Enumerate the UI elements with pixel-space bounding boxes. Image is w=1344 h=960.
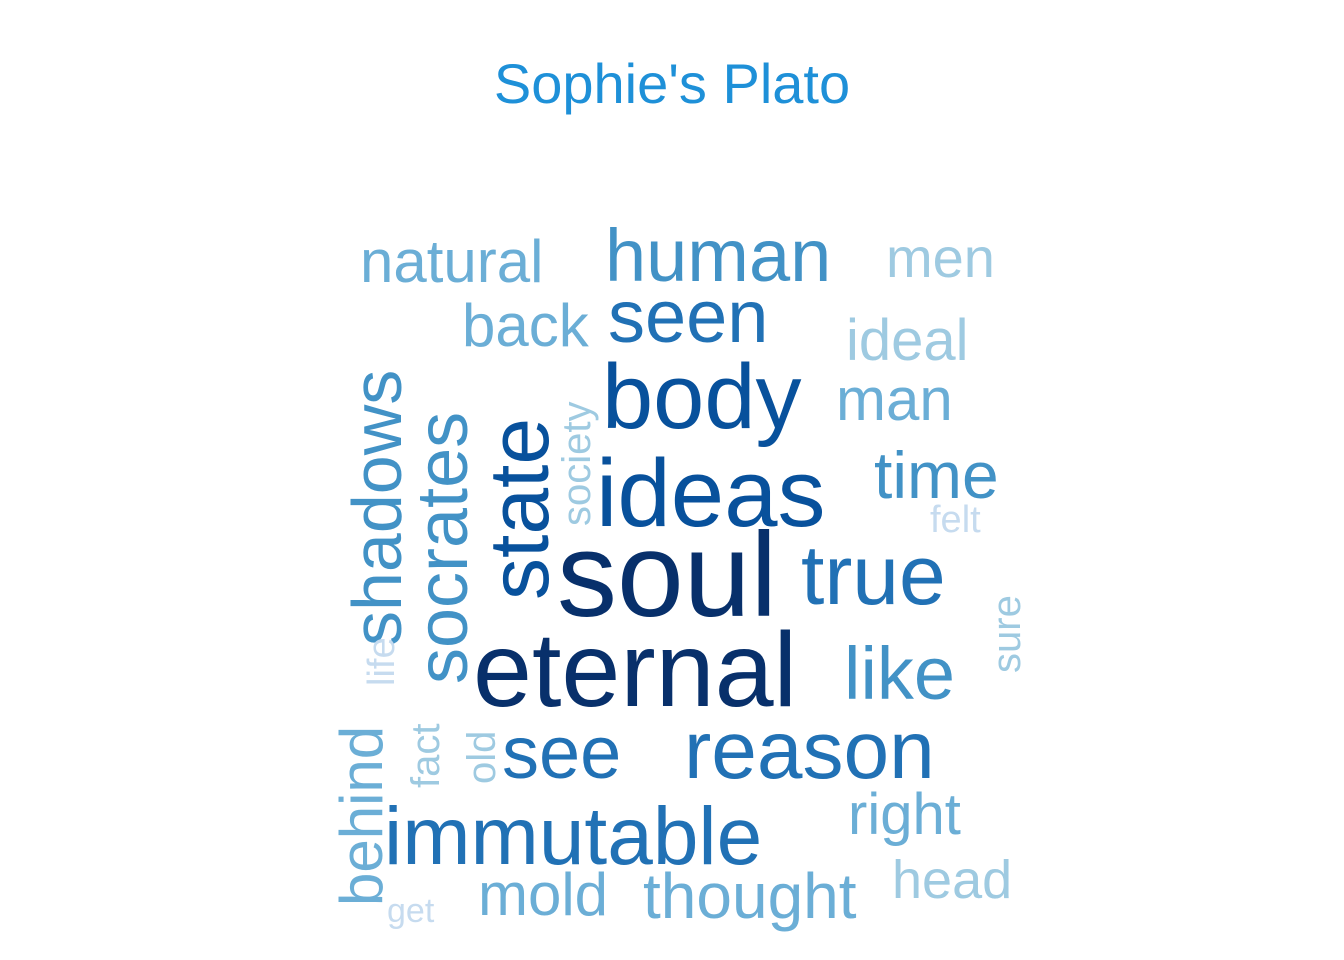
word-ideal: ideal xyxy=(846,308,969,373)
word-mold: mold xyxy=(478,861,608,928)
word-right: right xyxy=(848,782,961,847)
word-head: head xyxy=(892,850,1012,910)
word-back: back xyxy=(462,292,590,359)
word-life: life xyxy=(361,637,403,686)
word-get: get xyxy=(387,892,435,930)
word-thought: thought xyxy=(643,860,857,932)
chart-title: Sophie's Plato xyxy=(493,52,851,115)
word-true: true xyxy=(801,528,946,622)
word-man: man xyxy=(836,366,953,433)
word-immutable: immutable xyxy=(384,791,762,882)
word-reason: reason xyxy=(684,705,935,796)
word-fact: fact xyxy=(404,724,448,788)
word-state: state xyxy=(472,418,566,600)
word-old: old xyxy=(460,731,504,784)
word-eternal: eternal xyxy=(473,611,797,729)
word-soul: soul xyxy=(557,508,777,642)
word-body: body xyxy=(602,346,802,448)
word-behind: behind xyxy=(328,726,395,906)
word-time: time xyxy=(874,438,999,512)
word-natural: natural xyxy=(360,228,543,295)
word-society: society xyxy=(555,402,599,527)
word-seen: seen xyxy=(608,275,768,358)
word-men: men xyxy=(886,226,995,289)
word-human: human xyxy=(605,214,831,297)
word-felt: felt xyxy=(930,499,981,541)
word-ideas: ideas xyxy=(596,440,826,547)
word-like: like xyxy=(844,632,955,715)
word-see: see xyxy=(502,711,621,794)
word-socrates: socrates xyxy=(403,412,483,684)
word-shadows: shadows xyxy=(338,370,416,646)
word-sure: sure xyxy=(985,595,1029,673)
